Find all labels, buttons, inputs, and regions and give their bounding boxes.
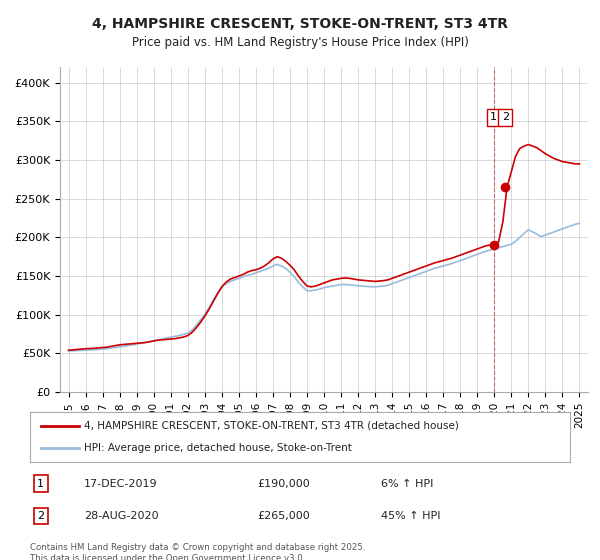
Text: 4, HAMPSHIRE CRESCENT, STOKE-ON-TRENT, ST3 4TR: 4, HAMPSHIRE CRESCENT, STOKE-ON-TRENT, S…: [92, 17, 508, 31]
Text: Contains HM Land Registry data © Crown copyright and database right 2025.
This d: Contains HM Land Registry data © Crown c…: [30, 543, 365, 560]
Text: Price paid vs. HM Land Registry's House Price Index (HPI): Price paid vs. HM Land Registry's House …: [131, 36, 469, 49]
Text: 4, HAMPSHIRE CRESCENT, STOKE-ON-TRENT, ST3 4TR (detached house): 4, HAMPSHIRE CRESCENT, STOKE-ON-TRENT, S…: [84, 421, 459, 431]
Text: 45% ↑ HPI: 45% ↑ HPI: [381, 511, 440, 521]
Text: £190,000: £190,000: [257, 479, 310, 489]
Text: 2: 2: [502, 113, 509, 123]
Text: 28-AUG-2020: 28-AUG-2020: [84, 511, 158, 521]
Text: £265,000: £265,000: [257, 511, 310, 521]
Text: 6% ↑ HPI: 6% ↑ HPI: [381, 479, 433, 489]
Text: 2: 2: [37, 511, 44, 521]
Text: HPI: Average price, detached house, Stoke-on-Trent: HPI: Average price, detached house, Stok…: [84, 443, 352, 453]
Text: 1: 1: [37, 479, 44, 489]
Text: 17-DEC-2019: 17-DEC-2019: [84, 479, 158, 489]
Text: 1: 1: [490, 113, 497, 123]
